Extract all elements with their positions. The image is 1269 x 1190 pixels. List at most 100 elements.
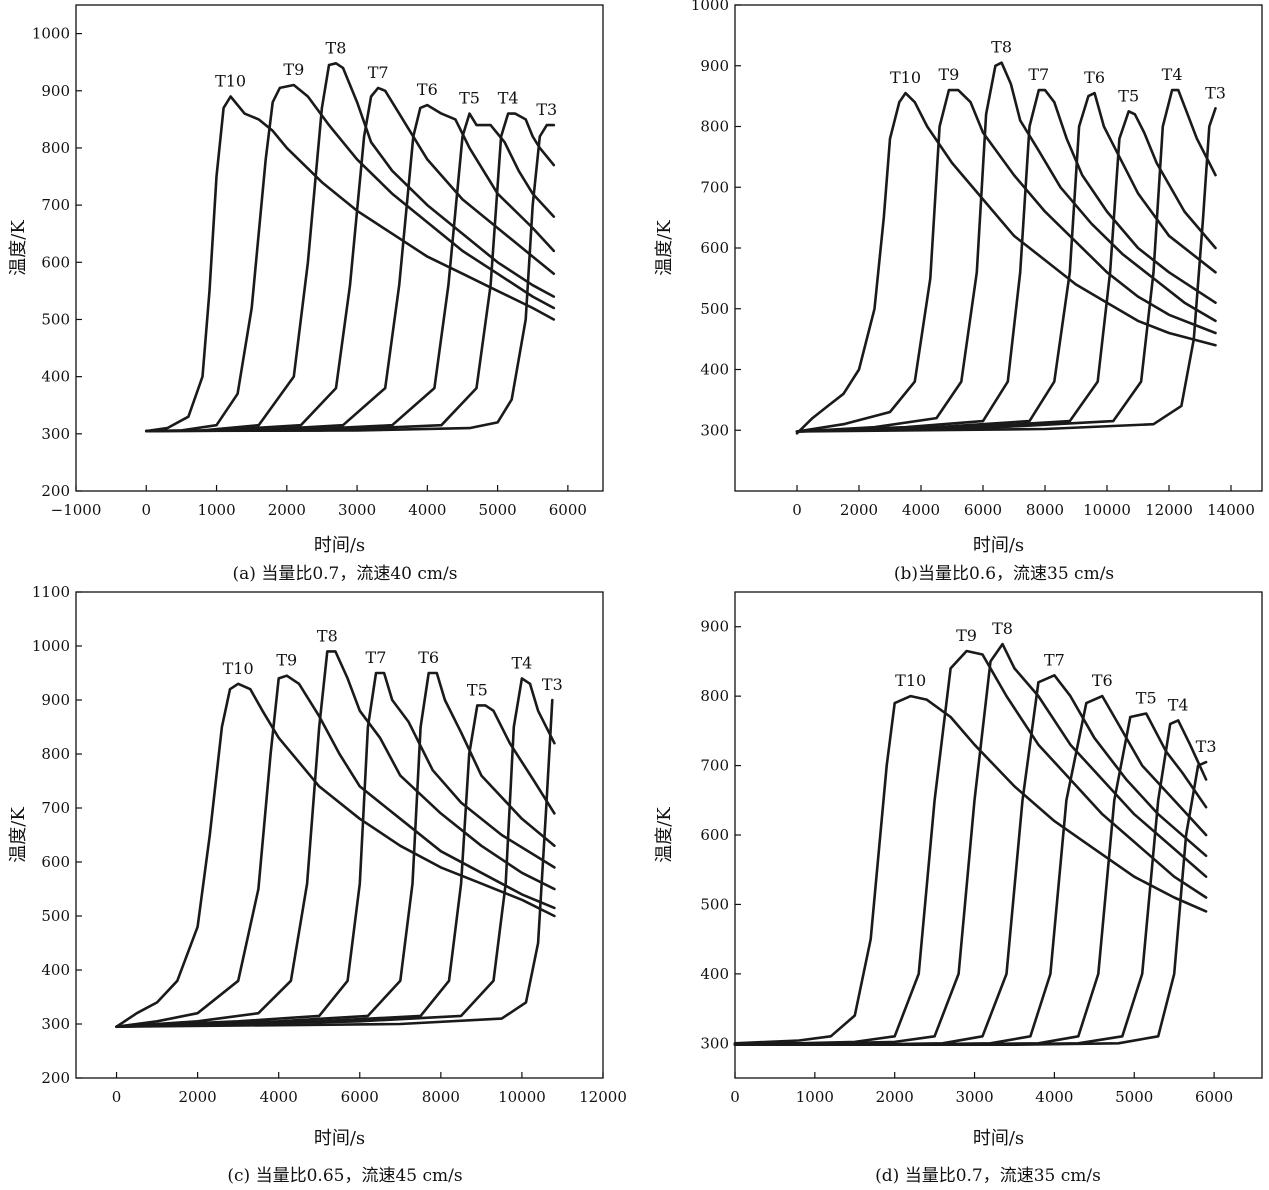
series-line-t7 <box>145 86 556 433</box>
series-label-t8: T8 <box>317 626 338 645</box>
chart-panel-2: 0 2000 4000 6000 8000 10000 12000 14000 300 400 50… <box>654 0 1263 584</box>
y-tick-label: 500 <box>700 895 729 913</box>
series-line-t10 <box>795 91 1217 435</box>
series-line-t6 <box>115 671 556 1028</box>
y-tick-label: 800 <box>41 139 70 157</box>
y-tick-label: 700 <box>700 757 729 775</box>
y-axis-title: 温度/K <box>654 220 675 276</box>
series-label-t8: T8 <box>326 38 347 57</box>
chart-panel-1: −1000 0 1000 2000 3000 4000 5000 6000 200 300 400 5… <box>8 4 604 584</box>
series-label-t4: T4 <box>511 653 532 672</box>
x-tick-label: 0 <box>730 1088 740 1106</box>
y-tick-label: 1100 <box>32 583 70 601</box>
y-axis-title: 温度/K <box>8 807 29 863</box>
series-line-t3 <box>795 107 1217 433</box>
x-tick-label: 4000 <box>1035 1088 1073 1106</box>
y-tick-label: 700 <box>700 178 729 196</box>
panel-caption: (a) 当量比0.7，流速40 cm/s <box>233 564 458 584</box>
series-line-t10 <box>733 694 1208 1045</box>
y-tick-label: 400 <box>41 368 70 386</box>
x-tick-label: 2000 <box>876 1088 914 1106</box>
y-tick-label: 1000 <box>691 0 729 14</box>
y-tick-label: 300 <box>700 421 729 439</box>
y-tick-label: 700 <box>41 799 70 817</box>
y-tick-label: 1000 <box>32 637 70 655</box>
y-tick-label: 800 <box>41 745 70 763</box>
x-tick-label: 6000 <box>341 1088 379 1106</box>
x-tick-label: 2000 <box>179 1088 217 1106</box>
series-line-t8 <box>115 650 556 1028</box>
y-axis-title: 温度/K <box>654 807 675 863</box>
x-tick-label: 5000 <box>1115 1088 1153 1106</box>
x-tick-label: 0 <box>112 1088 122 1106</box>
series-line-t6 <box>795 91 1217 433</box>
plot-frame <box>75 4 604 492</box>
series-label-t9: T9 <box>276 651 297 670</box>
series-line-t3 <box>145 123 556 433</box>
series-line-t9 <box>795 88 1217 433</box>
x-tick-label: 0 <box>141 501 151 519</box>
x-tick-label: 3000 <box>338 501 376 519</box>
series-label-t4: T4 <box>1162 65 1183 84</box>
series-label-t10: T10 <box>890 68 921 87</box>
series-line-t8 <box>733 642 1208 1045</box>
y-axis-title: 温度/K <box>8 220 29 276</box>
y-tick-label: 900 <box>41 691 70 709</box>
y-tick-label: 400 <box>700 361 729 379</box>
x-axis-title: 时间/s <box>973 1128 1024 1149</box>
series-label-t5: T5 <box>467 680 488 699</box>
series-label-t7: T7 <box>366 648 387 667</box>
series-label-t7: T7 <box>1028 65 1049 84</box>
series-label-t6: T6 <box>418 648 439 667</box>
y-tick-label: 500 <box>41 907 70 925</box>
x-tick-label: 4000 <box>260 1088 298 1106</box>
series-line-t3 <box>733 760 1208 1046</box>
x-tick-label: 2000 <box>268 501 306 519</box>
series-label-t8: T8 <box>992 619 1013 638</box>
x-axis-title: 时间/s <box>314 535 365 556</box>
series-line-t7 <box>733 674 1208 1046</box>
series-line-t9 <box>115 674 556 1028</box>
x-tick-label: 12000 <box>579 1088 627 1106</box>
y-tick-label: 700 <box>41 196 70 214</box>
series-label-t5: T5 <box>1136 689 1157 708</box>
series-line-t7 <box>795 88 1217 433</box>
y-tick-label: 200 <box>41 482 70 500</box>
plot-frame <box>75 591 604 1079</box>
series-label-t3: T3 <box>542 675 563 694</box>
series-line-t7 <box>115 671 556 1028</box>
y-tick-label: 200 <box>41 1069 70 1087</box>
y-tick-label: 600 <box>41 253 70 271</box>
series-label-t3: T3 <box>1196 737 1217 756</box>
series-label-t9: T9 <box>283 60 304 79</box>
series-line-t4 <box>145 112 556 433</box>
series-label-t6: T6 <box>1092 671 1113 690</box>
y-tick-label: 500 <box>41 310 70 328</box>
x-tick-label: 12000 <box>1145 501 1193 519</box>
y-tick-label: 300 <box>41 1015 70 1033</box>
x-tick-label: 1000 <box>796 1088 834 1106</box>
series-label-t8: T8 <box>991 38 1012 57</box>
series-label-t4: T4 <box>498 89 519 108</box>
y-tick-label: 400 <box>700 965 729 983</box>
x-axis-title: 时间/s <box>314 1128 365 1149</box>
x-tick-label: 14000 <box>1207 501 1255 519</box>
x-tick-label: 5000 <box>479 501 517 519</box>
panel-caption: (c) 当量比0.65，流速45 cm/s <box>227 1166 462 1186</box>
y-tick-label: 300 <box>700 1034 729 1052</box>
series-line-t5 <box>145 112 556 433</box>
panel-caption: (d) 当量比0.7，流速35 cm/s <box>875 1166 1101 1186</box>
chart-panel-3: 0 2000 4000 6000 8000 10000 12000 200 300 400 500 6… <box>8 583 627 1186</box>
y-tick-label: 600 <box>700 239 729 257</box>
series-line-t8 <box>795 61 1217 433</box>
series-label-t5: T5 <box>459 89 480 108</box>
x-tick-label: 1000 <box>197 501 235 519</box>
y-tick-label: 900 <box>700 618 729 636</box>
series-label-t7: T7 <box>1044 650 1065 669</box>
x-tick-label: 2000 <box>840 501 878 519</box>
y-tick-label: 1000 <box>32 25 70 43</box>
y-tick-label: 400 <box>41 961 70 979</box>
series-label-t4: T4 <box>1168 695 1189 714</box>
series-label-t10: T10 <box>215 71 246 90</box>
series-line-t4 <box>733 719 1208 1046</box>
